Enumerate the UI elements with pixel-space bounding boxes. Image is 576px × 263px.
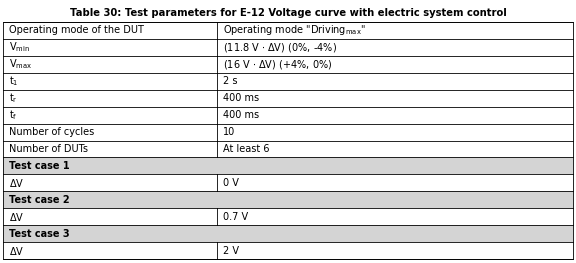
Text: 2 s: 2 s — [223, 76, 238, 86]
Text: Operating mode of the DUT: Operating mode of the DUT — [9, 26, 144, 36]
Text: t$_{\mathregular{f}}$: t$_{\mathregular{f}}$ — [9, 108, 17, 122]
Bar — [3, 158, 573, 174]
Bar — [3, 73, 573, 90]
Text: t$_{\mathregular{1}}$: t$_{\mathregular{1}}$ — [9, 74, 18, 88]
Text: Test case 3: Test case 3 — [9, 229, 70, 239]
Text: $\Delta$V: $\Delta$V — [9, 245, 24, 256]
Text: Test case 2: Test case 2 — [9, 195, 70, 205]
Text: Table 30: Test parameters for E-12 Voltage curve with electric system control: Table 30: Test parameters for E-12 Volta… — [70, 8, 506, 18]
Bar — [3, 191, 573, 208]
Text: t$_{\mathregular{r}}$: t$_{\mathregular{r}}$ — [9, 91, 18, 105]
Bar — [3, 242, 573, 259]
Text: 400 ms: 400 ms — [223, 93, 259, 103]
Bar — [3, 107, 573, 124]
Bar — [3, 174, 573, 191]
Text: 2 V: 2 V — [223, 246, 239, 256]
Bar — [3, 225, 573, 242]
Text: Number of cycles: Number of cycles — [9, 127, 94, 137]
Text: 400 ms: 400 ms — [223, 110, 259, 120]
Bar — [3, 22, 573, 39]
Text: V$_{\mathregular{min}}$: V$_{\mathregular{min}}$ — [9, 41, 30, 54]
Text: Operating mode "Driving$_{\mathregular{max}}$": Operating mode "Driving$_{\mathregular{m… — [223, 23, 366, 37]
Text: V$_{\mathregular{max}}$: V$_{\mathregular{max}}$ — [9, 57, 32, 71]
Text: Number of DUTs: Number of DUTs — [9, 144, 88, 154]
Text: $\Delta$V: $\Delta$V — [9, 211, 24, 223]
Text: Test case 1: Test case 1 — [9, 161, 70, 171]
Text: (11.8 V $\cdot$ $\Delta$V) (0%, -4%): (11.8 V $\cdot$ $\Delta$V) (0%, -4%) — [223, 41, 338, 54]
Bar — [3, 124, 573, 140]
Bar — [3, 90, 573, 107]
Text: (16 V $\cdot$ $\Delta$V) (+4%, 0%): (16 V $\cdot$ $\Delta$V) (+4%, 0%) — [223, 58, 333, 71]
Text: At least 6: At least 6 — [223, 144, 270, 154]
Text: 0 V: 0 V — [223, 178, 239, 188]
Bar — [3, 56, 573, 73]
Bar — [3, 208, 573, 225]
Bar — [3, 39, 573, 56]
Text: 10: 10 — [223, 127, 236, 137]
Bar — [3, 140, 573, 158]
Text: $\Delta$V: $\Delta$V — [9, 177, 24, 189]
Text: 0.7 V: 0.7 V — [223, 212, 248, 222]
